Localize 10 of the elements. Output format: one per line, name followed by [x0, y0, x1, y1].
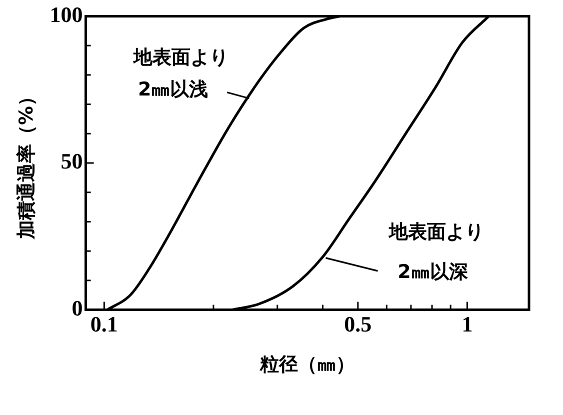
y-tick-label: 50 [60, 148, 83, 174]
x-tick-label: 0.5 [344, 312, 372, 337]
y-axis-title: 加積通過率（%） [15, 86, 38, 240]
x-axis-title: 粒径（㎜） [258, 354, 355, 376]
y-tick-label: 100 [50, 2, 83, 27]
x-tick-label: 1 [462, 312, 473, 337]
y-tick-label: 0 [72, 295, 83, 320]
annotation: 地表面より 2㎜以浅 [132, 46, 229, 100]
x-tick-label: 0.1 [90, 312, 118, 337]
annotation: 地表面より 2㎜以深 [388, 220, 484, 283]
